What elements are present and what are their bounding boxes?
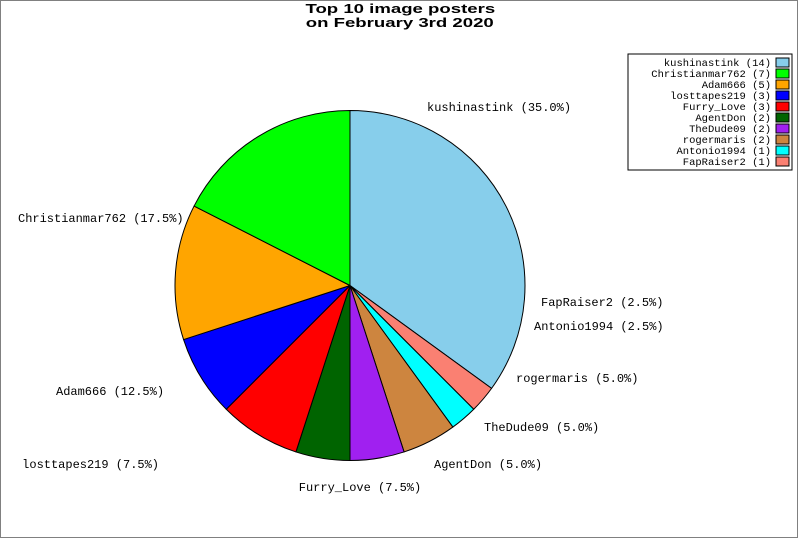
svg-text:Antonio1994 (2.5%): Antonio1994 (2.5%): [534, 320, 664, 334]
svg-text:TheDude09 (5.0%): TheDude09 (5.0%): [484, 421, 599, 435]
svg-text:rogermaris (5.0%): rogermaris (5.0%): [516, 372, 638, 386]
svg-text:FapRaiser2 (1): FapRaiser2 (1): [683, 157, 771, 169]
svg-text:Christianmar762 (17.5%): Christianmar762 (17.5%): [18, 212, 184, 226]
svg-text:Furry_Love (7.5%): Furry_Love (7.5%): [299, 481, 421, 495]
svg-text:kushinastink (35.0%): kushinastink (35.0%): [427, 101, 571, 115]
svg-text:AgentDon (5.0%): AgentDon (5.0%): [434, 458, 542, 472]
svg-text:FapRaiser2 (2.5%): FapRaiser2 (2.5%): [541, 296, 663, 310]
svg-text:losttapes219 (7.5%): losttapes219 (7.5%): [22, 458, 159, 472]
svg-text:Adam666 (12.5%): Adam666 (12.5%): [56, 385, 164, 399]
